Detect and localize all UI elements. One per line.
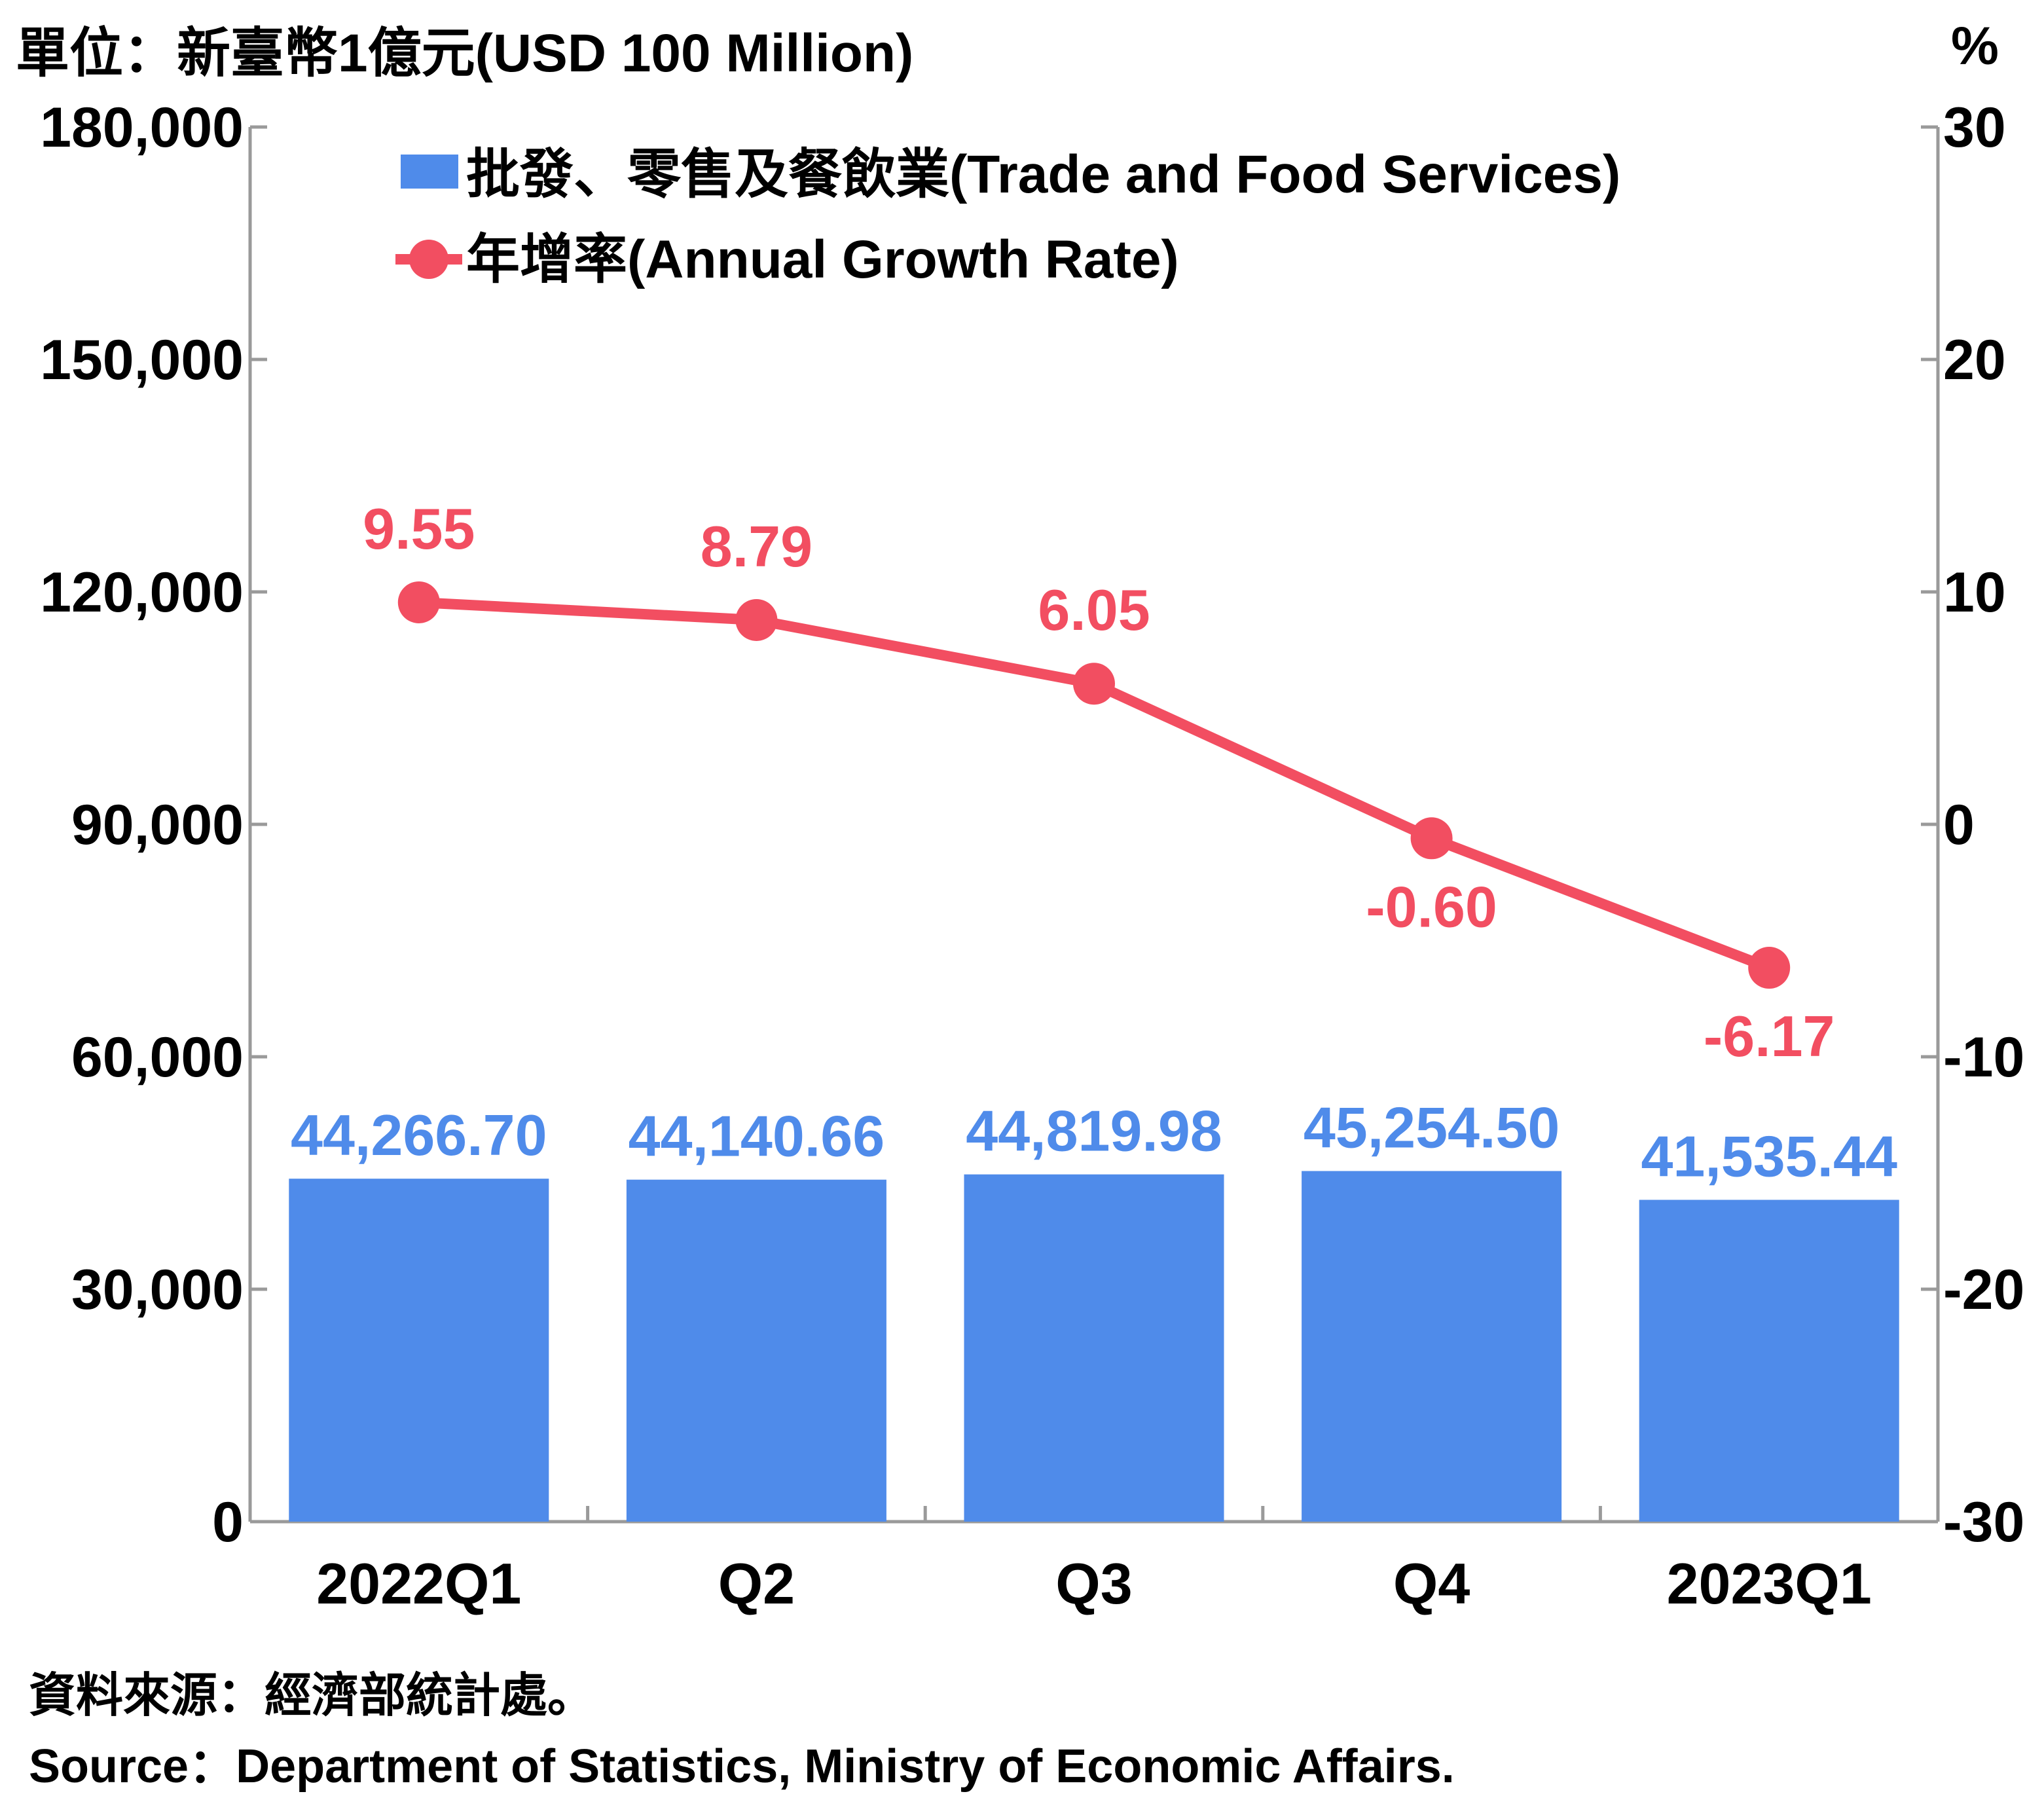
bar	[1302, 1171, 1562, 1522]
left-tick-label: 150,000	[40, 329, 244, 392]
bar	[964, 1174, 1224, 1522]
right-tick-label: 30	[1943, 96, 2006, 159]
axes: 0 30,000 60,000 90,000 120,000 150,000 180,000…	[40, 96, 2024, 1554]
growth-value-label: 9.55	[363, 496, 475, 561]
growth-point	[1748, 947, 1791, 989]
left-tick-label: 60,000	[71, 1026, 244, 1089]
x-tick-label: 2023Q1	[1667, 1551, 1872, 1616]
right-axis-unit: %	[1951, 16, 1999, 76]
bar-value-label: 41,535.44	[1641, 1124, 1897, 1188]
legend-line-label: 年增率(Annual Growth Rate)	[466, 230, 1179, 289]
x-tick-labels: 2022Q1 Q2 Q3 Q4 2023Q1	[316, 1551, 1872, 1616]
growth-point	[1073, 663, 1115, 705]
bar	[289, 1179, 549, 1522]
growth-value-label: -6.17	[1704, 1004, 1835, 1069]
right-tick-label: 0	[1943, 794, 1975, 856]
bar-value-labels: 44,266.70 44,140.66 44,819.98 45,254.50 41,5…	[291, 1095, 1897, 1188]
bar-value-label: 44,266.70	[291, 1103, 547, 1167]
legend-bar-swatch	[401, 155, 458, 189]
right-tick-label: 20	[1943, 329, 2006, 392]
growth-point	[735, 598, 778, 641]
source-zh: 資料來源：經濟部統計處。	[29, 1670, 595, 1722]
x-tick-label: Q2	[718, 1551, 795, 1616]
bar	[1639, 1200, 1899, 1522]
right-tick-label: 10	[1943, 561, 2006, 624]
growth-value-label: -0.60	[1366, 874, 1497, 939]
bar-value-label: 44,819.98	[966, 1099, 1222, 1164]
growth-value-label: 8.79	[701, 514, 812, 579]
growth-value-label: 6.05	[1038, 577, 1150, 642]
bar-series	[289, 1171, 1899, 1522]
growth-point	[397, 581, 440, 623]
right-tick-label: -20	[1943, 1258, 2024, 1321]
bar-value-label: 45,254.50	[1304, 1095, 1560, 1160]
left-tick-label: 30,000	[71, 1258, 244, 1321]
bar-value-label: 44,140.66	[629, 1104, 885, 1169]
left-tick-label: 120,000	[40, 561, 244, 624]
legend: 批發、零售及餐飲業(Trade and Food Services) 年增率(An…	[395, 145, 1620, 289]
left-tick-label: 180,000	[40, 96, 244, 159]
right-tick-label: -30	[1943, 1491, 2024, 1554]
source-en: Source：Department of Statistics, Ministr…	[29, 1740, 1455, 1793]
legend-line-marker	[409, 240, 448, 279]
right-tick-label: -10	[1943, 1026, 2024, 1089]
x-tick-label: 2022Q1	[316, 1551, 521, 1616]
growth-line	[418, 596, 1772, 973]
left-tick-label: 0	[212, 1491, 244, 1554]
line-value-labels: 9.55 8.79 6.05 -0.60 -6.17	[363, 496, 1834, 1069]
left-axis-unit: 單位：新臺幣1億元(USD 100 Million)	[16, 24, 914, 83]
left-tick-label: 90,000	[71, 794, 244, 856]
x-tick-label: Q3	[1055, 1551, 1132, 1616]
bar	[626, 1179, 886, 1522]
legend-bar-label: 批發、零售及餐飲業(Trade and Food Services)	[466, 145, 1620, 204]
line-series	[397, 581, 1791, 989]
growth-point	[1410, 817, 1453, 860]
x-tick-label: Q4	[1393, 1551, 1470, 1616]
